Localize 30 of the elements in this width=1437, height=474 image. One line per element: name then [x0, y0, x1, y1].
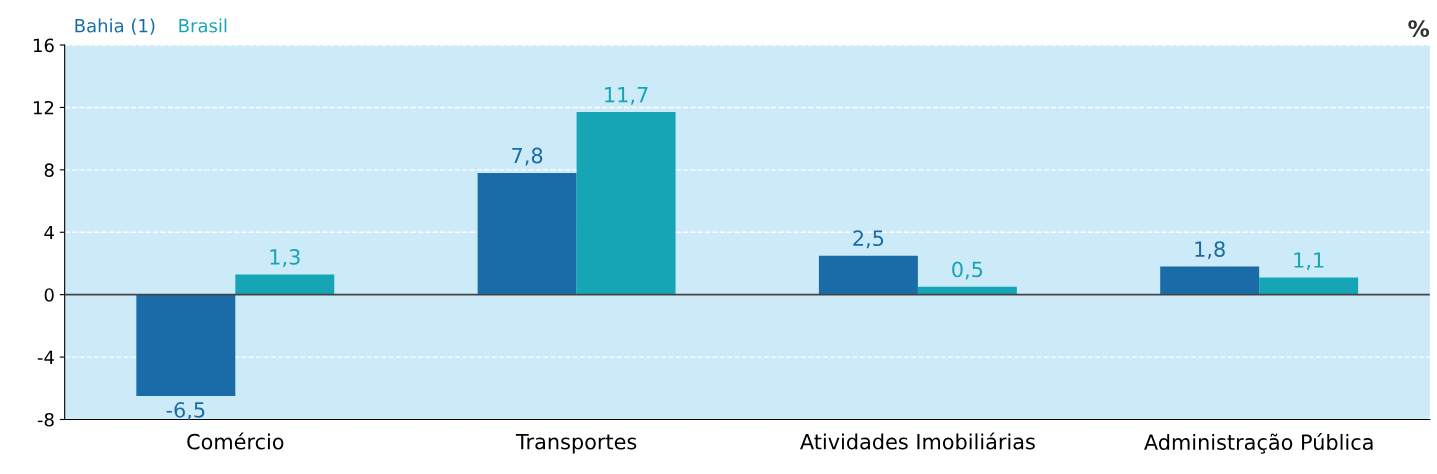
y-tick-label: 8 [44, 163, 54, 177]
bar [1160, 266, 1260, 295]
bar [818, 255, 918, 295]
x-tick-label: Administração Pública [1144, 433, 1373, 454]
y-axis-title: % [1408, 20, 1430, 37]
text: Brasil [179, 18, 227, 33]
text: Bahia (1) [75, 18, 155, 35]
data-label: 7,8 [512, 147, 543, 166]
data-label: 11,7 [605, 87, 648, 105]
bar [136, 294, 236, 397]
data-label: 1,3 [270, 249, 300, 267]
x-tick-label: Atividades Imobiliárias [800, 432, 1035, 450]
bar [576, 112, 676, 295]
y-tick-label: -8 [37, 412, 54, 427]
x-tick-label: Comércio [187, 432, 284, 450]
y-tick-label: 16 [33, 38, 54, 53]
bar [235, 274, 335, 295]
y-tick-label: 12 [33, 100, 54, 115]
bar [477, 172, 577, 295]
x-tick-label: Transportes [515, 434, 637, 454]
bar [1259, 277, 1359, 295]
data-label: 1,1 [1294, 252, 1324, 271]
bar [917, 286, 1017, 295]
y-tick-label: 0 [44, 288, 54, 302]
data-label: 2,5 [853, 230, 884, 249]
data-label: -6,5 [166, 402, 205, 420]
data-label: 1,8 [1195, 241, 1225, 260]
data-label: 0,5 [952, 261, 983, 280]
y-tick-label: 4 [44, 225, 54, 240]
y-tick-label: -4 [37, 350, 54, 364]
